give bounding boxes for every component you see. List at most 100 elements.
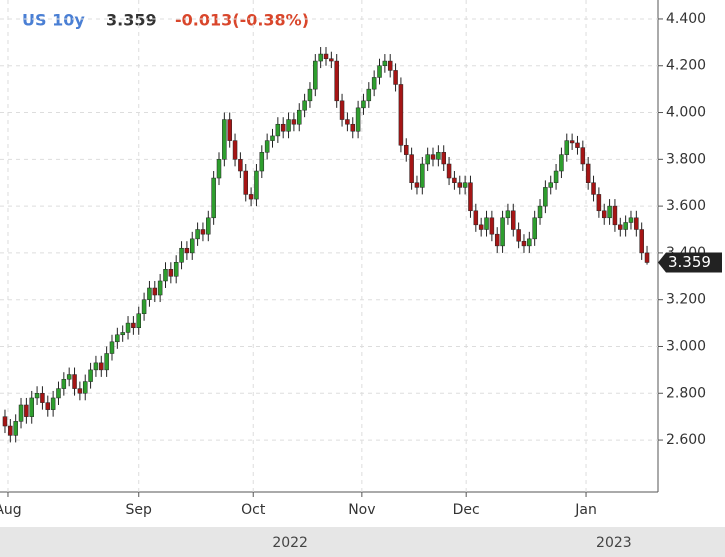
candle-body bbox=[200, 229, 206, 235]
candle-body bbox=[393, 70, 398, 85]
candle-body bbox=[527, 238, 532, 247]
candle-body bbox=[612, 205, 618, 226]
candle-body bbox=[452, 177, 457, 183]
candle-body bbox=[371, 77, 377, 90]
candle-body bbox=[254, 170, 259, 200]
candle-body bbox=[13, 421, 18, 436]
candle-body bbox=[553, 170, 559, 183]
candle-body bbox=[238, 159, 243, 172]
candle-body bbox=[8, 425, 13, 436]
candle-body bbox=[24, 404, 29, 417]
x-tick-label: Oct bbox=[241, 502, 266, 518]
candle-body bbox=[505, 210, 511, 219]
symbol: US 10y bbox=[22, 11, 85, 30]
candle-body bbox=[457, 182, 463, 188]
candle-body bbox=[585, 163, 591, 183]
candle-body bbox=[270, 135, 275, 141]
candle-body bbox=[516, 229, 521, 242]
x-tick-label: Nov bbox=[348, 502, 375, 518]
candle-body bbox=[414, 182, 420, 188]
candle-body bbox=[334, 60, 339, 102]
candle-body bbox=[136, 313, 141, 329]
candle-body bbox=[173, 262, 179, 277]
candle-body bbox=[243, 170, 248, 195]
candle-body bbox=[366, 88, 372, 102]
candle-body bbox=[500, 217, 505, 247]
candle-body bbox=[494, 233, 500, 247]
candle-body bbox=[222, 119, 227, 160]
candle-body bbox=[441, 152, 446, 165]
candle-body bbox=[607, 205, 612, 219]
candle-body bbox=[291, 119, 297, 125]
candle-body bbox=[596, 194, 602, 212]
candle-body bbox=[82, 381, 88, 394]
candle-body bbox=[532, 217, 537, 240]
candle-body bbox=[350, 123, 356, 132]
candle-body bbox=[446, 163, 452, 179]
candle-body bbox=[323, 53, 329, 59]
y-tick-label: 4.000 bbox=[666, 105, 706, 121]
candle-body bbox=[425, 154, 430, 165]
candle-body bbox=[644, 252, 650, 263]
candle-body bbox=[157, 280, 163, 296]
price-tag bbox=[658, 252, 722, 273]
candle-body bbox=[564, 140, 570, 155]
candle-body bbox=[184, 247, 190, 254]
candle-body bbox=[195, 229, 200, 240]
y-tick-label: 4.400 bbox=[666, 11, 706, 27]
candle-body bbox=[618, 224, 623, 230]
candle-body bbox=[623, 222, 628, 230]
x-tick-label: Jan bbox=[574, 502, 597, 518]
candle-body bbox=[639, 229, 644, 254]
candle-body bbox=[50, 397, 56, 410]
candle-body bbox=[484, 217, 489, 230]
candle-body bbox=[179, 247, 184, 263]
candle-body bbox=[580, 147, 586, 165]
candle-body bbox=[61, 378, 67, 389]
candle-body bbox=[125, 322, 131, 333]
candle-body bbox=[189, 238, 195, 254]
candle-body bbox=[543, 187, 548, 207]
candle-body bbox=[489, 217, 495, 235]
candle-body bbox=[104, 353, 109, 371]
candle-body bbox=[131, 322, 136, 329]
x-tick-label: Sep bbox=[126, 502, 153, 518]
candle-body bbox=[575, 142, 580, 148]
candle-body bbox=[329, 58, 334, 62]
candle-body bbox=[259, 152, 265, 172]
y-tick-label: 4.200 bbox=[666, 58, 706, 74]
candle-body bbox=[115, 334, 120, 343]
candle-body bbox=[45, 402, 51, 410]
candle-body bbox=[40, 393, 45, 403]
candle-body bbox=[478, 224, 484, 230]
candle-body bbox=[548, 182, 553, 188]
candle-body bbox=[468, 182, 473, 212]
candle-body bbox=[29, 397, 34, 417]
candle-body bbox=[120, 332, 125, 336]
candle-body bbox=[163, 269, 168, 282]
candle-body bbox=[398, 84, 404, 146]
candle-body bbox=[280, 123, 286, 132]
candle-body bbox=[559, 154, 564, 172]
candle-body bbox=[569, 140, 575, 144]
candle-body bbox=[216, 159, 222, 179]
candle-body bbox=[601, 210, 607, 219]
candle-body bbox=[72, 374, 77, 389]
candle-body bbox=[420, 163, 425, 188]
candle-body bbox=[141, 299, 147, 314]
candle-body bbox=[355, 107, 361, 132]
candle-body bbox=[387, 60, 393, 71]
y-tick-label: 3.200 bbox=[666, 292, 706, 308]
candle-body bbox=[382, 60, 388, 66]
candle-body bbox=[227, 119, 232, 141]
candle-body bbox=[377, 65, 382, 78]
candle-body bbox=[99, 362, 104, 371]
last-price: 3.359 bbox=[106, 11, 157, 30]
candle-body bbox=[436, 152, 441, 160]
candle-body bbox=[77, 388, 83, 394]
candle-body bbox=[93, 362, 99, 371]
candle-body bbox=[521, 240, 527, 247]
candle-body bbox=[591, 182, 596, 195]
candle-body bbox=[339, 100, 345, 120]
